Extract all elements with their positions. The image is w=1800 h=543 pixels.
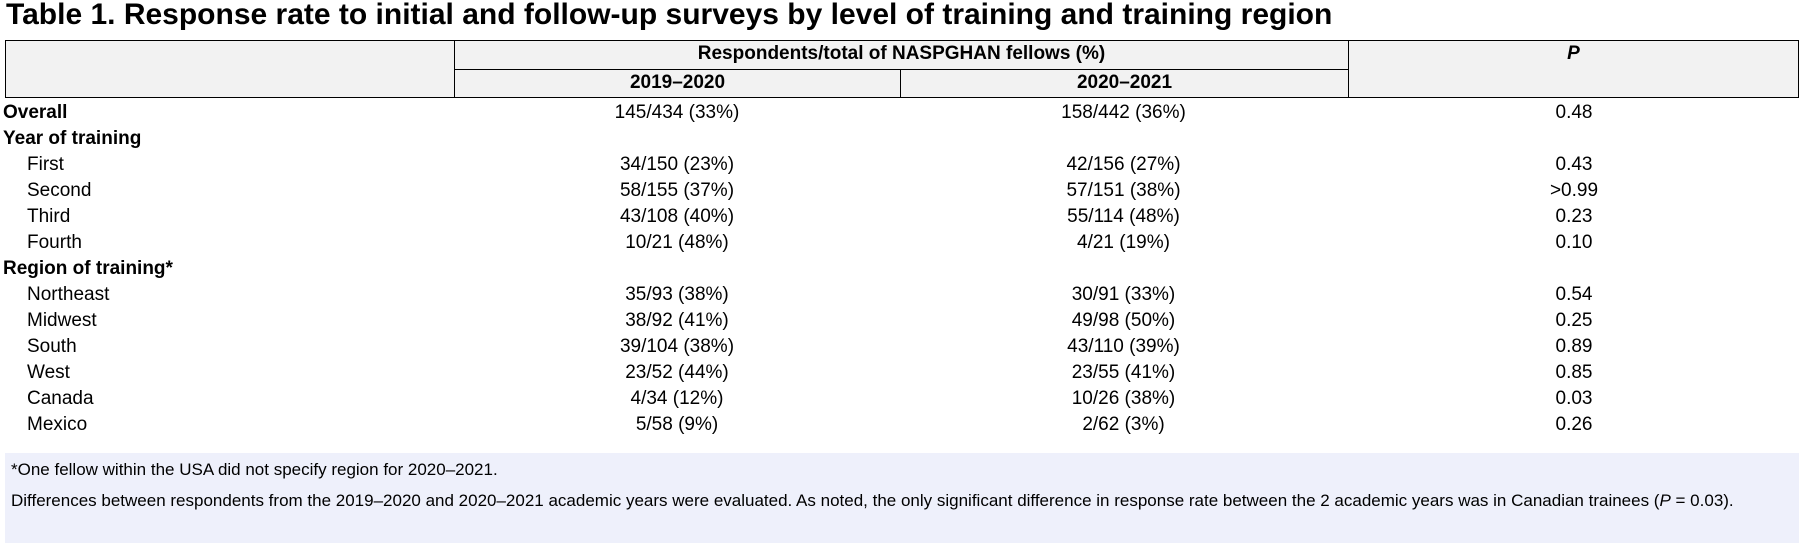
table-row: Canada 4/34 (12%) 10/26 (38%) 0.03 (0, 385, 1800, 412)
row-label: Third (27, 206, 71, 227)
cell-p-value: 0.85 (1555, 362, 1593, 383)
cell-2020-2021: 42/156 (27%) (1066, 154, 1181, 175)
table-row: First 34/150 (23%) 42/156 (27%) 0.43 (0, 151, 1800, 178)
cell-2019-2020: 38/92 (41%) (625, 310, 729, 331)
cell-2019-2020: 23/52 (44%) (625, 362, 729, 383)
cell-2019-2020: 4/34 (12%) (630, 388, 724, 409)
cell-p-value: 0.23 (1555, 206, 1593, 227)
table-row: Northeast 35/93 (38%) 30/91 (33%) 0.54 (0, 281, 1800, 308)
cell-p-value: 0.43 (1555, 154, 1593, 175)
header-col-2019-2020: 2019–2020 (629, 72, 726, 93)
cell-2019-2020: 43/108 (40%) (619, 206, 735, 227)
table-row: Fourth 10/21 (48%) 4/21 (19%) 0.10 (0, 229, 1800, 256)
cell-p-value: >0.99 (1549, 180, 1599, 201)
row-label: Mexico (27, 414, 88, 435)
cell-p-value: 0.48 (1555, 102, 1593, 123)
section-heading-row: Year of training (0, 125, 1800, 152)
row-label: Overall (3, 102, 68, 123)
section-heading-row: Region of training* (0, 255, 1800, 282)
row-label: Canada (27, 388, 94, 409)
footnote-region: *One fellow within the USA did not speci… (11, 460, 498, 479)
cell-2020-2021: 55/114 (48%) (1067, 206, 1180, 227)
section-heading: Year of training (3, 128, 142, 149)
cell-2020-2021: 158/442 (36%) (1061, 102, 1186, 123)
cell-2019-2020: 35/93 (38%) (625, 284, 729, 305)
cell-2020-2021: 49/98 (50%) (1071, 310, 1176, 331)
cell-2020-2021: 4/21 (19%) (1077, 232, 1170, 253)
cell-p-value: 0.25 (1555, 310, 1593, 331)
section-heading: Region of training* (3, 258, 173, 279)
cell-2019-2020: 10/21 (48%) (625, 232, 729, 253)
cell-2019-2020: 34/150 (23%) (619, 154, 735, 175)
cell-2020-2021: 23/55 (41%) (1071, 362, 1176, 383)
cell-p-value: 0.54 (1555, 284, 1593, 305)
header-col-p: P (1567, 43, 1580, 64)
table-row: West 23/52 (44%) 23/55 (41%) 0.85 (0, 359, 1800, 386)
row-label: Midwest (27, 310, 97, 331)
cell-2019-2020: 39/104 (38%) (619, 336, 735, 357)
footnote-differences: Differences between respondents from the… (11, 489, 1786, 513)
cell-p-value: 0.10 (1555, 232, 1593, 253)
table-row: South 39/104 (38%) 43/110 (39%) 0.89 (0, 333, 1800, 360)
table-footnotes: *One fellow within the USA did not speci… (5, 453, 1799, 543)
row-label: Northeast (27, 284, 110, 305)
cell-2019-2020: 58/155 (37%) (619, 180, 735, 201)
table-row: Overall 145/434 (33%) 158/442 (36%) 0.48 (0, 99, 1800, 126)
footnote-p-symbol: P (1659, 491, 1671, 510)
cell-2019-2020: 145/434 (33%) (614, 102, 740, 123)
header-divider-mid (900, 69, 901, 98)
cell-2020-2021: 30/91 (33%) (1071, 284, 1176, 305)
cell-2020-2021: 2/62 (3%) (1082, 414, 1165, 435)
footnote-text-start: Differences between respondents from the… (11, 491, 1660, 510)
row-label: West (27, 362, 70, 383)
table-row: Midwest 38/92 (41%) 49/98 (50%) 0.25 (0, 307, 1800, 334)
table-row: Second 58/155 (37%) 57/151 (38%) >0.99 (0, 177, 1800, 204)
cell-2020-2021: 43/110 (39%) (1067, 336, 1180, 357)
row-label: Second (27, 180, 92, 201)
footnote-text-end: = 0.03). (1670, 491, 1734, 510)
cell-2019-2020: 5/58 (9%) (635, 414, 719, 435)
cell-2020-2021: 10/26 (38%) (1071, 388, 1176, 409)
cell-p-value: 0.89 (1555, 336, 1593, 357)
table-title: Table 1. Response rate to initial and fo… (6, 0, 1333, 31)
row-label: South (27, 336, 77, 357)
cell-p-value: 0.26 (1555, 414, 1593, 435)
cell-p-value: 0.03 (1555, 388, 1593, 409)
cell-2020-2021: 57/151 (38%) (1066, 180, 1181, 201)
header-group-label: Respondents/total of NASPGHAN fellows (%… (697, 43, 1106, 64)
table-row: Third 43/108 (40%) 55/114 (48%) 0.23 (0, 203, 1800, 230)
row-label: Fourth (27, 232, 82, 253)
header-col-2020-2021: 2020–2021 (1076, 72, 1173, 93)
table-row: Mexico 5/58 (9%) 2/62 (3%) 0.26 (0, 411, 1800, 438)
header-divider-horizontal (454, 69, 1349, 70)
row-label: First (27, 154, 64, 175)
